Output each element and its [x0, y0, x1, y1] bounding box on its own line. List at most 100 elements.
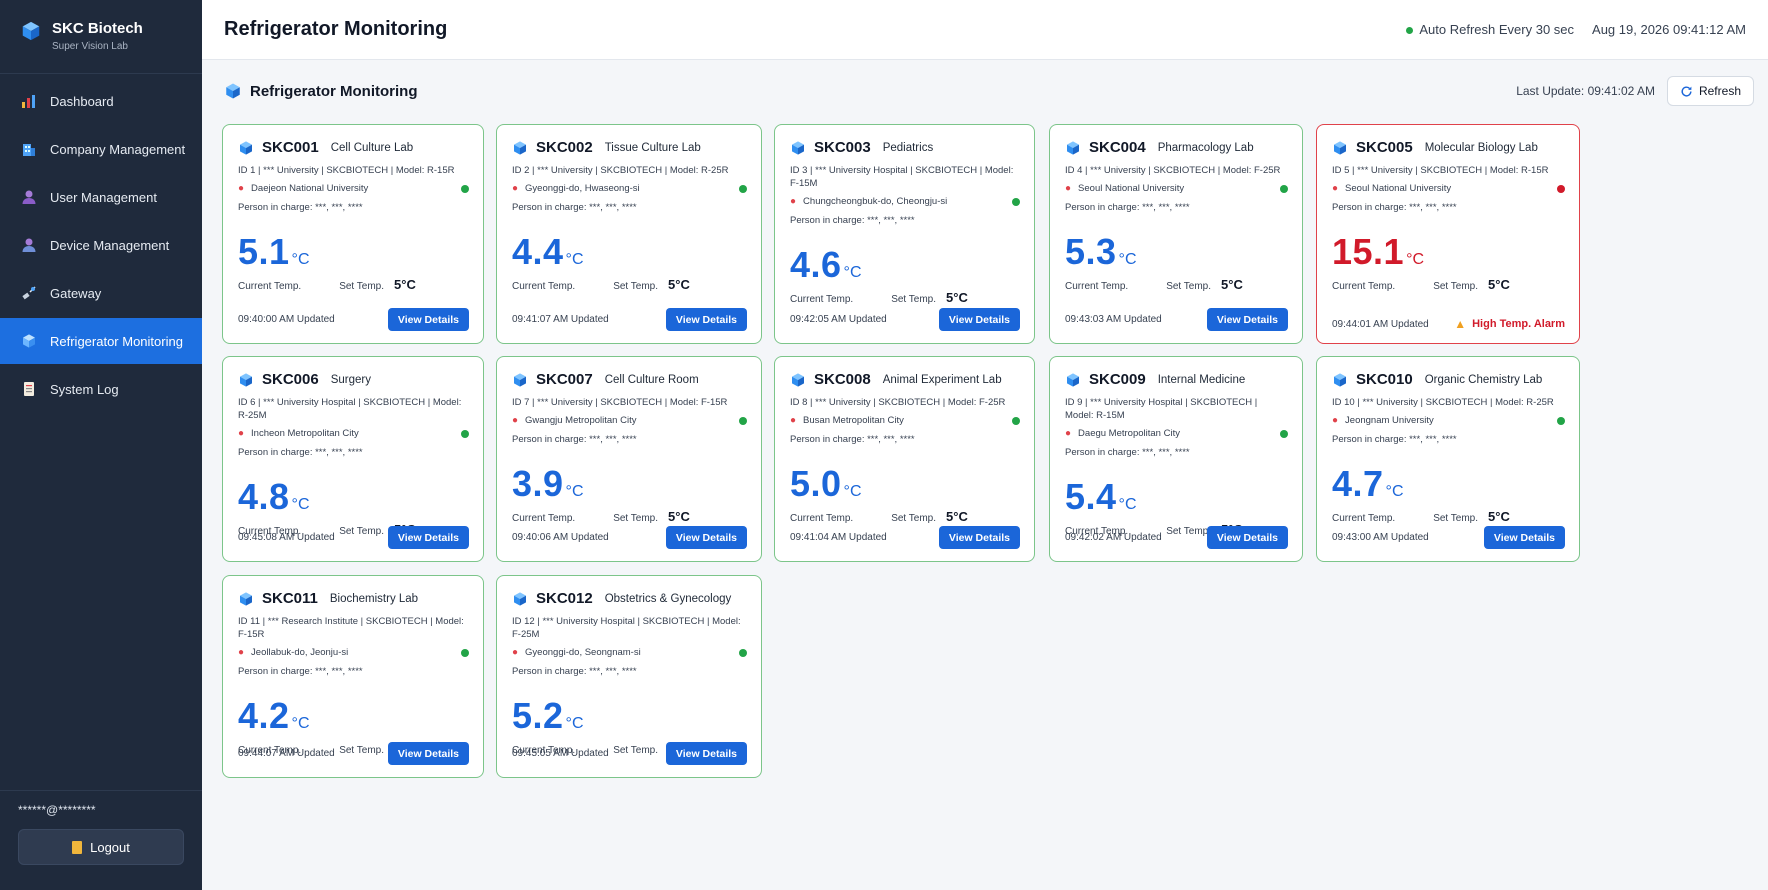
location-label: Incheon Metropolitan City [251, 428, 359, 439]
status-indicator [461, 429, 469, 438]
location-pin-icon: ● [1332, 415, 1339, 426]
sidebar-item-dashboard[interactable]: Dashboard [0, 78, 202, 124]
set-temp-value: 5°C [394, 277, 416, 292]
view-details-button[interactable]: View Details [665, 308, 747, 331]
device-id: SKC008 [814, 371, 871, 388]
person-in-charge: Person in charge: ***, ***, **** [512, 666, 637, 677]
brand-subtitle: Super Vision Lab [52, 41, 128, 52]
updated-time: 09:42:05 AM Updated [790, 314, 887, 325]
set-temp-label: Set Temp. [613, 745, 659, 756]
sidebar-item-device-management[interactable]: Device Management [0, 222, 202, 268]
device-id: SKC003 [814, 139, 871, 156]
card-header: SKC001 Cell Culture Lab [238, 139, 469, 156]
device-location: ● Seoul National University [1065, 183, 1288, 194]
card-header: SKC003 Pediatrics [790, 139, 1020, 156]
view-details-button[interactable]: View Details [665, 742, 747, 765]
set-temp-label: Set Temp. [339, 281, 385, 292]
view-details-button[interactable]: View Details [387, 308, 469, 331]
page-title: Refrigerator Monitoring [224, 18, 448, 40]
view-details-button[interactable]: View Details [938, 308, 1020, 331]
view-details-button[interactable]: View Details [665, 526, 747, 549]
temp-unit: °C [843, 264, 862, 281]
person-in-charge: Person in charge: ***, ***, **** [512, 202, 637, 213]
view-details-button[interactable]: View Details [1483, 526, 1565, 549]
logout-label: Logout [90, 839, 130, 855]
sidebar-item-refrigerator-monitoring[interactable]: Refrigerator Monitoring [0, 318, 202, 364]
temperature: 4.6 °C [790, 244, 1020, 286]
logout-button[interactable]: Logout [18, 829, 184, 865]
card-footer: 09:43:00 AM Updated View Details [1332, 526, 1565, 549]
refrigerator-card: SKC007 Cell Culture Room ID 7 | *** Univer… [496, 356, 762, 562]
card-footer: 09:45:05 AM Updated View Details [512, 742, 747, 765]
temperature: 5.0 °C [790, 463, 1020, 505]
device-name: Animal Experiment Lab [882, 373, 1002, 386]
warning-icon: ▲ [1454, 317, 1467, 331]
device-id: SKC011 [262, 590, 318, 607]
device-location: ● Daegu Metropolitan City [1065, 428, 1288, 439]
user-icon [20, 188, 38, 206]
view-details-label: View Details [675, 531, 737, 544]
view-details-button[interactable]: View Details [1206, 526, 1288, 549]
device-name: Cell Culture Room [604, 373, 699, 386]
sidebar-item-system-log[interactable]: System Log [0, 366, 202, 412]
current-temp-value: 15.1 [1332, 231, 1405, 272]
current-datetime: Aug 19, 2026 09:41:12 AM [1592, 22, 1746, 37]
view-details-button[interactable]: View Details [1206, 308, 1288, 331]
view-details-label: View Details [397, 531, 459, 544]
cube-icon [514, 140, 526, 155]
section-header: Refrigerator Monitoring Last Update: 09:… [224, 76, 1754, 106]
sidebar-item-gateway[interactable]: Gateway [0, 270, 202, 316]
temp-unit: °C [291, 496, 310, 513]
set-temp-label: Set Temp. [339, 745, 385, 756]
location-label: Daegu Metropolitan City [1078, 428, 1180, 439]
refresh-button[interactable]: Refresh [1666, 76, 1754, 106]
set-temp-label: Set Temp. [613, 513, 659, 524]
location-pin-icon: ● [238, 428, 245, 439]
person-in-charge: Person in charge: ***, ***, **** [790, 434, 915, 445]
device-name: Molecular Biology Lab [1424, 141, 1538, 154]
sidebar-item-company-management[interactable]: Company Management [0, 126, 202, 172]
temp-labels: Current Temp. Set Temp. 5°C [1332, 509, 1565, 524]
cube-icon [240, 372, 252, 387]
card-header: SKC005 Molecular Biology Lab [1332, 139, 1565, 156]
refrigerator-card: SKC011 Biochemistry Lab ID 11 | *** Resear… [222, 575, 484, 778]
refrigerator-card: SKC012 Obstetrics & Gynecology ID 12 | ***… [496, 575, 762, 778]
card-footer: 09:41:07 AM Updated View Details [512, 308, 747, 331]
temp-labels: Current Temp. Set Temp. 5°C [1065, 277, 1288, 292]
brand: SKC Biotech Super Vision Lab [0, 0, 202, 74]
location-pin-icon: ● [512, 647, 519, 658]
view-details-label: View Details [948, 313, 1010, 326]
current-temp-value: 4.4 [512, 231, 564, 272]
current-temp-label: Current Temp. [1065, 281, 1129, 292]
sidebar-item-label: Refrigerator Monitoring [50, 333, 183, 349]
view-details-button[interactable]: View Details [387, 526, 469, 549]
updated-time: 09:44:01 AM Updated [1332, 318, 1429, 330]
cube-icon [20, 332, 38, 350]
view-details-button[interactable]: View Details [387, 742, 469, 765]
card-header: SKC009 Internal Medicine [1065, 371, 1288, 388]
card-header: SKC008 Animal Experiment Lab [790, 371, 1020, 388]
device-location: ● Gwangju Metropolitan City [512, 415, 747, 426]
sidebar-item-user-management[interactable]: User Management [0, 174, 202, 220]
refrigerator-card: SKC005 Molecular Biology Lab ID 5 | *** Un… [1316, 124, 1580, 344]
view-details-label: View Details [948, 531, 1010, 544]
device-id: SKC004 [1089, 139, 1146, 156]
device-name: Pediatrics [882, 141, 934, 154]
temperature: 15.1 °C [1332, 231, 1565, 273]
cube-icon [1334, 372, 1346, 387]
view-details-button[interactable]: View Details [938, 526, 1020, 549]
temp-unit: °C [565, 251, 584, 268]
cube-icon [792, 140, 804, 155]
satellite-icon [20, 284, 38, 302]
card-footer: 09:40:00 AM Updated View Details [238, 308, 469, 331]
device-meta: ID 8 | *** University | SKCBIOTECH | Mod… [790, 397, 1006, 408]
person-in-charge: Person in charge: ***, ***, **** [1065, 202, 1190, 213]
location-label: Gyeonggi-do, Hwaseong-si [525, 183, 640, 194]
temp-unit: °C [565, 483, 584, 500]
sidebar-item-label: User Management [50, 189, 157, 205]
view-details-label: View Details [675, 313, 737, 326]
current-temp-label: Current Temp. [512, 281, 576, 292]
current-temp-value: 4.8 [238, 476, 290, 517]
set-temp-value: 5°C [946, 290, 968, 305]
updated-time: 09:42:02 AM Updated [1065, 532, 1162, 543]
